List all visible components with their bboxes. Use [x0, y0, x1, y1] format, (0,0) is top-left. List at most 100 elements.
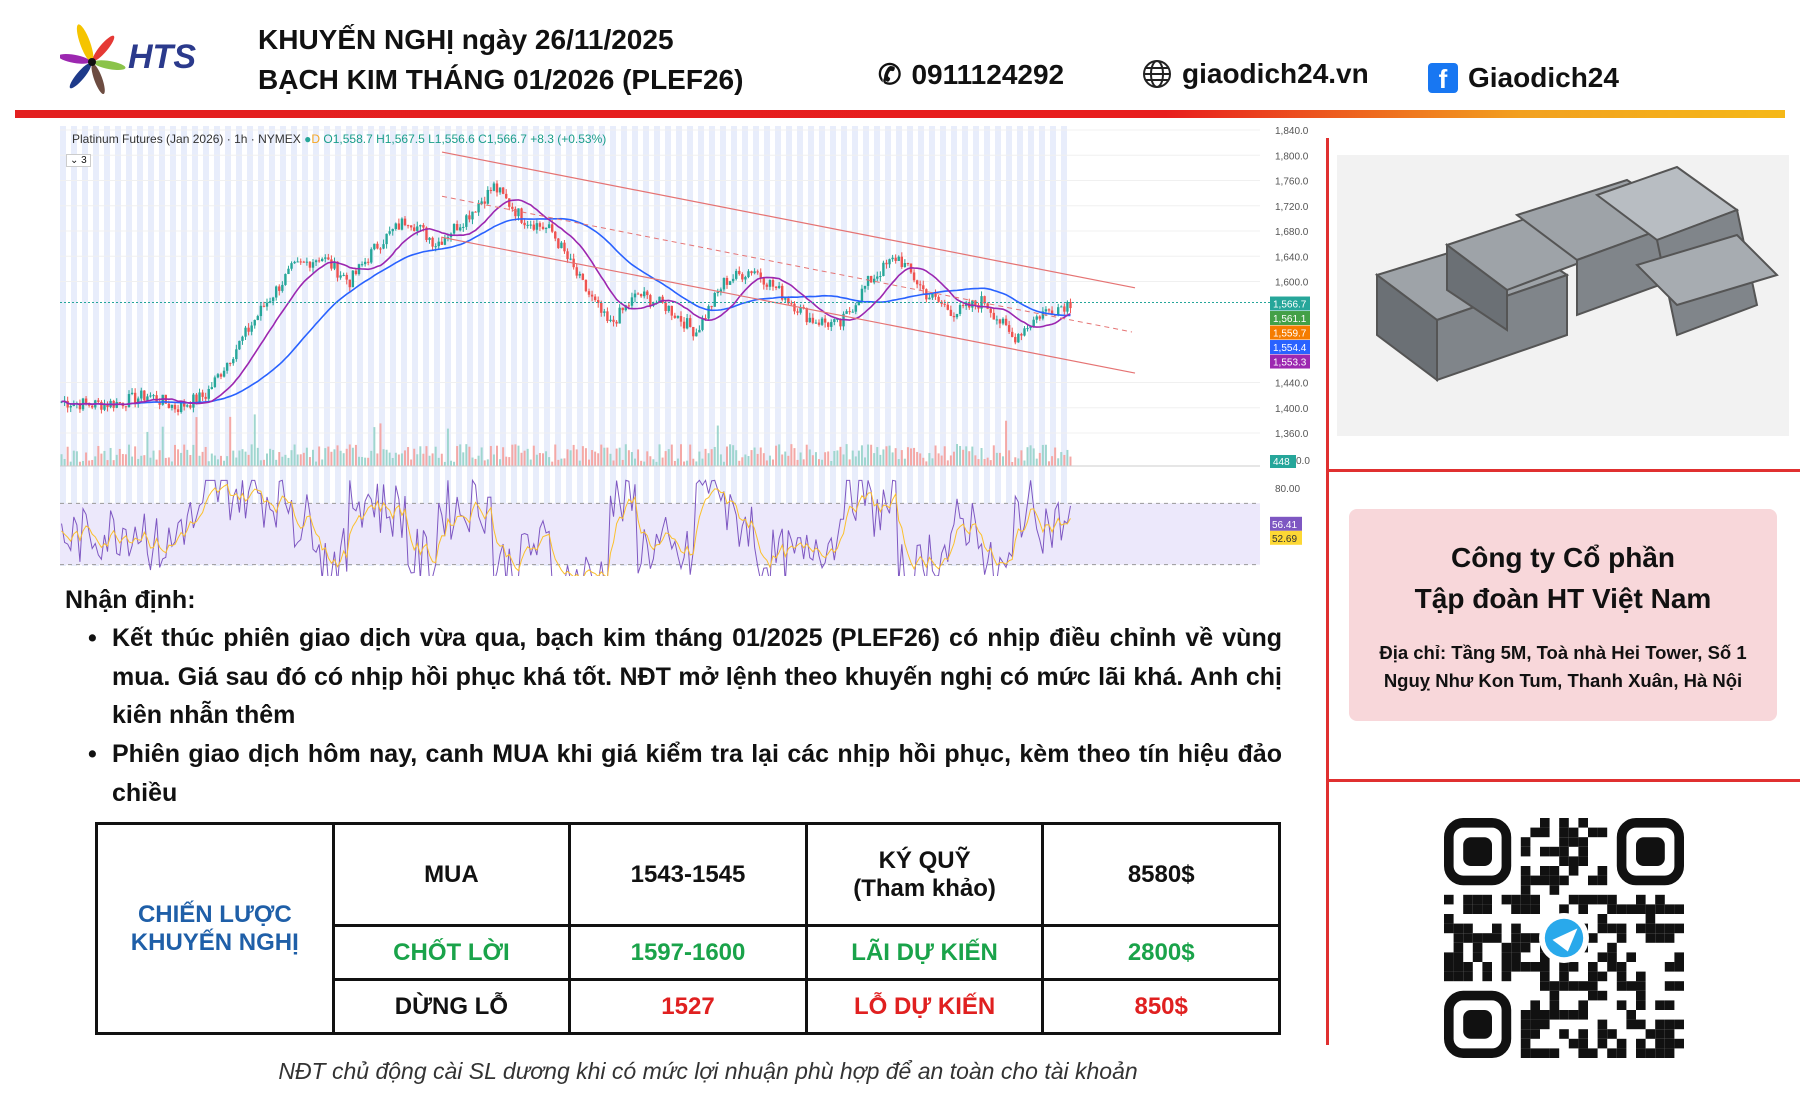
qr-module — [1597, 990, 1608, 1001]
qr-module — [1597, 923, 1608, 934]
volume-bar — [143, 455, 146, 466]
qr-module — [1578, 837, 1588, 847]
volume-bar — [695, 461, 698, 466]
volume-bar — [259, 460, 262, 466]
qr-module — [1530, 894, 1540, 905]
volume-bar — [943, 446, 946, 466]
session-stripe — [533, 126, 539, 566]
volume-bar — [302, 452, 305, 466]
rsi-band — [60, 503, 1260, 565]
facebook-link[interactable]: f Giaodich24 — [1428, 62, 1619, 94]
volume-bar — [1023, 460, 1026, 466]
volume-bar — [683, 461, 686, 466]
qr-module — [1616, 1048, 1627, 1058]
volume-bar — [66, 446, 69, 466]
candle-body — [170, 404, 174, 408]
qr-module — [1520, 933, 1531, 943]
session-stripe — [60, 126, 66, 566]
volume-bar — [956, 444, 958, 466]
qr-module — [1664, 1048, 1675, 1058]
volume-bar — [581, 446, 584, 466]
qr-module — [1520, 1038, 1531, 1049]
volume-bar — [974, 455, 977, 466]
volume-bar — [183, 444, 186, 466]
volume-bar — [499, 459, 502, 466]
qr-module — [1674, 981, 1684, 991]
volume-bar — [385, 449, 388, 466]
qr-module — [1597, 866, 1608, 876]
volume-bar — [330, 451, 333, 466]
logo-text: HTS — [128, 38, 196, 76]
volume-bar — [100, 453, 103, 466]
candle-body — [547, 224, 551, 229]
qr-module — [1540, 1048, 1550, 1058]
volume-bar — [456, 446, 459, 466]
candle-body — [302, 261, 305, 263]
volume-bar — [673, 460, 676, 466]
y-tick-label: 1,680.0 — [1275, 227, 1309, 238]
candle-body — [161, 394, 164, 405]
qr-module — [1636, 923, 1646, 934]
qr-module — [1520, 1029, 1531, 1039]
volume-bar — [707, 453, 710, 466]
volume-bar — [394, 452, 397, 466]
session-stripe — [302, 126, 308, 566]
volume-bar — [934, 445, 937, 466]
volume-bar — [345, 448, 348, 466]
candle-body — [520, 208, 523, 223]
candle-body — [1020, 333, 1023, 336]
volume-bar — [603, 447, 606, 466]
candle-body — [1007, 325, 1011, 332]
candle-body — [91, 405, 94, 408]
page-subtitle: BẠCH KIM THÁNG 01/2026 (PLEF26) — [258, 64, 744, 95]
candle-body — [943, 303, 946, 305]
candle-body — [793, 303, 796, 312]
website-link[interactable]: giaodich24.vn — [1142, 58, 1369, 90]
qr-module — [1540, 971, 1550, 982]
candle-body — [643, 291, 646, 297]
qr-module — [1530, 827, 1540, 838]
volume-bar — [69, 461, 72, 466]
y-tick-label: 1,840.0 — [1275, 126, 1309, 137]
session-stripe — [412, 126, 418, 566]
qr-module — [1616, 1038, 1627, 1049]
candle-body — [342, 274, 345, 276]
candle-body — [799, 307, 802, 313]
volume-bar — [615, 448, 618, 466]
volume-bar — [670, 444, 673, 466]
candle-body — [673, 315, 677, 318]
qr-module — [1578, 981, 1588, 991]
platinum-bars-image — [1337, 155, 1789, 436]
volume-badge — [1270, 455, 1296, 468]
telegram-qr-code[interactable] — [1444, 818, 1684, 1058]
price-badge — [1270, 311, 1310, 326]
qr-module — [1530, 933, 1540, 943]
session-stripe — [808, 126, 814, 566]
candle-body — [900, 256, 903, 268]
volume-bar — [428, 455, 431, 466]
volume-bar — [548, 457, 551, 466]
analysis-bullet: Phiên giao dịch hôm nay, canh MUA khi gi… — [88, 735, 1282, 812]
candle-body — [995, 319, 999, 321]
indicators-toggle[interactable]: ⌄ 3 — [66, 154, 91, 167]
volume-bar — [275, 459, 278, 466]
volume-bar — [342, 453, 345, 466]
candle-body — [262, 305, 266, 307]
volume-bar — [762, 453, 765, 466]
volume-bar — [489, 445, 492, 466]
volume-bar — [676, 458, 679, 466]
volume-bar — [266, 453, 268, 466]
candle-body — [535, 223, 539, 230]
candle-body — [271, 297, 275, 302]
session-stripe — [907, 126, 913, 566]
candle-body — [474, 211, 477, 213]
candle-body — [922, 285, 925, 290]
qr-module — [1588, 990, 1598, 1001]
volume-bar — [842, 454, 845, 466]
candle-body — [244, 327, 247, 337]
phone-contact[interactable]: ✆ 0911124292 — [878, 58, 1064, 91]
volume-bar — [284, 454, 287, 466]
volume-bar — [814, 452, 817, 466]
price-badge-label: 1,553.3 — [1273, 358, 1307, 369]
candle-body — [863, 285, 867, 289]
